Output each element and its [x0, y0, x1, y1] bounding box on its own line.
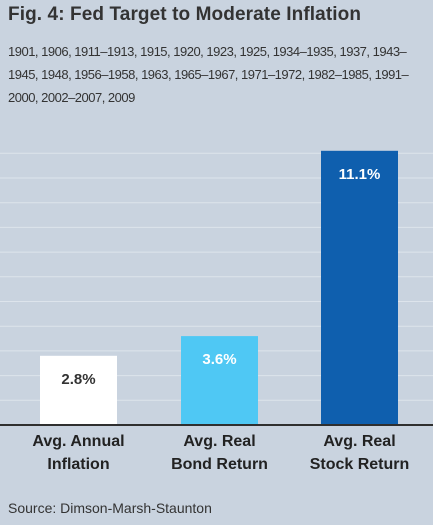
category-labels: Avg. Annual Inflation Avg. Real Bond Return… — [32, 433, 409, 473]
value-labels: 2.8% 3.6% 11.1% — [61, 166, 380, 388]
chart-subtitle: 1901, 1906, 1911–1913, 1915, 1920, 1923,… — [8, 44, 409, 105]
source-note: Source: Dimson-Marsh-Staunton — [8, 500, 212, 516]
chart-title: Fig. 4: Fed Target to Moderate Inflation — [8, 4, 362, 25]
bar-1 — [40, 355, 117, 425]
bar-3 — [321, 150, 398, 426]
bars — [40, 150, 398, 426]
category-label: Avg. Annual Inflation — [32, 433, 124, 473]
bar-value-label: 2.8% — [61, 371, 95, 388]
bar-value-label: 3.6% — [202, 351, 236, 368]
bar-2 — [181, 336, 258, 425]
category-label: Avg. Real Stock Return — [310, 433, 410, 473]
bar-value-label: 11.1% — [339, 166, 381, 183]
category-label: Avg. Real Bond Return — [171, 433, 268, 473]
